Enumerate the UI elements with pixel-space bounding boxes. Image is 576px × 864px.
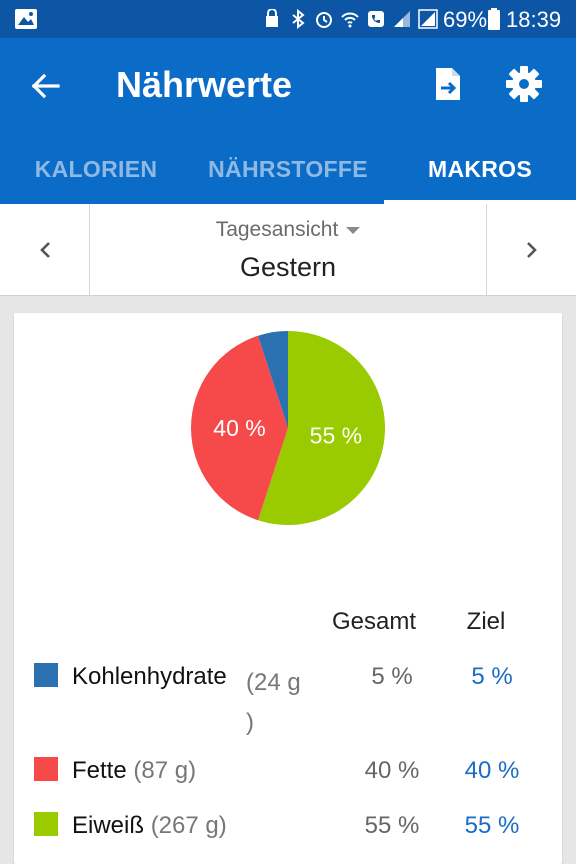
date-selector: Tagesansicht Gestern: [0, 204, 576, 296]
legend-goal: 5 %: [471, 663, 513, 690]
legend-grams-line2: ): [246, 709, 254, 736]
column-header-total: Gesamt: [331, 608, 417, 635]
alarm-icon: [314, 9, 334, 29]
legend-grams: (267 g): [150, 812, 227, 839]
dropdown-caret-icon: [346, 226, 361, 234]
settings-gear-icon[interactable]: [504, 64, 544, 104]
macros-card: 40 % 55 % Gesamt Ziel Kohlenhydrate (24 g…: [14, 313, 562, 864]
status-bar: 69% 18:39: [0, 0, 576, 38]
legend-goal: 40 %: [464, 757, 520, 784]
back-arrow-icon[interactable]: [26, 66, 66, 106]
next-day-button[interactable]: [486, 204, 576, 296]
pie-slice-eiweiß: [258, 331, 385, 525]
previous-day-button[interactable]: [0, 204, 90, 296]
macros-pie-chart: 40 % 55 %: [191, 331, 385, 525]
legend-grams: (24 g): [246, 663, 316, 743]
legend-swatch-fette: [34, 757, 58, 781]
battery-percent: 69%: [443, 7, 488, 32]
clock: 18:39: [506, 7, 562, 32]
view-mode-label: Tagesansicht: [215, 218, 339, 241]
export-document-icon[interactable]: [428, 64, 468, 104]
bluetooth-icon: [288, 8, 308, 30]
chevron-left-icon: [39, 242, 50, 258]
vpn-icon: [262, 8, 282, 29]
view-mode-dropdown[interactable]: Tagesansicht: [90, 218, 486, 242]
app-bar: Nährwerte KALORIEN NÄHRSTOFFE MAKROS: [0, 38, 576, 204]
pie-label-fette: 40 %: [213, 415, 265, 441]
signal-icon: [392, 9, 412, 29]
legend-total: 5 %: [371, 663, 413, 690]
page-title: Nährwerte: [116, 64, 293, 105]
legend-row-kohlenhydrate: Kohlenhydrate (24 g) 5 % 5 %: [32, 663, 552, 743]
legend-swatch-eiweiss: [34, 812, 58, 836]
legend-grams-line1: (24 g: [246, 669, 301, 696]
gallery-icon: [15, 9, 37, 29]
legend-swatch-kohlenhydrate: [34, 663, 58, 687]
signal-2-icon: [418, 9, 438, 29]
legend-name: Eiweiß (267 g): [72, 812, 227, 840]
tab-bar: KALORIEN NÄHRSTOFFE MAKROS: [0, 134, 576, 204]
column-header-goal: Ziel: [466, 608, 506, 635]
legend-total: 40 %: [364, 757, 420, 784]
tab-makros[interactable]: MAKROS: [384, 134, 576, 204]
legend-name-text: Fette: [72, 757, 127, 784]
tab-naehrstoffe[interactable]: NÄHRSTOFFE: [208, 155, 368, 182]
pie-label-eiweiß: 55 %: [310, 423, 362, 449]
legend-total: 55 %: [364, 812, 420, 839]
legend-grams: (87 g): [133, 757, 197, 784]
battery-icon: [488, 8, 500, 30]
pie-slice-kohlenhydrate: [258, 331, 288, 428]
pie-slice-fette: [191, 335, 288, 521]
wifi-call-icon: [366, 9, 386, 29]
tab-kalorien[interactable]: KALORIEN: [34, 155, 158, 182]
legend-row-eiweiss: Eiweiß (267 g) 55 % 55 %: [32, 812, 552, 846]
legend-name: Kohlenhydrate: [72, 663, 227, 690]
legend-name-text: Eiweiß: [72, 812, 145, 839]
status-icons: [262, 8, 438, 30]
legend-row-fette: Fette (87 g) 40 % 40 %: [32, 757, 552, 791]
selected-day: Gestern: [239, 252, 337, 282]
chevron-right-icon: [526, 242, 537, 258]
legend-name: Fette (87 g): [72, 757, 196, 785]
wifi-icon: [340, 9, 360, 29]
legend-goal: 55 %: [464, 812, 520, 839]
